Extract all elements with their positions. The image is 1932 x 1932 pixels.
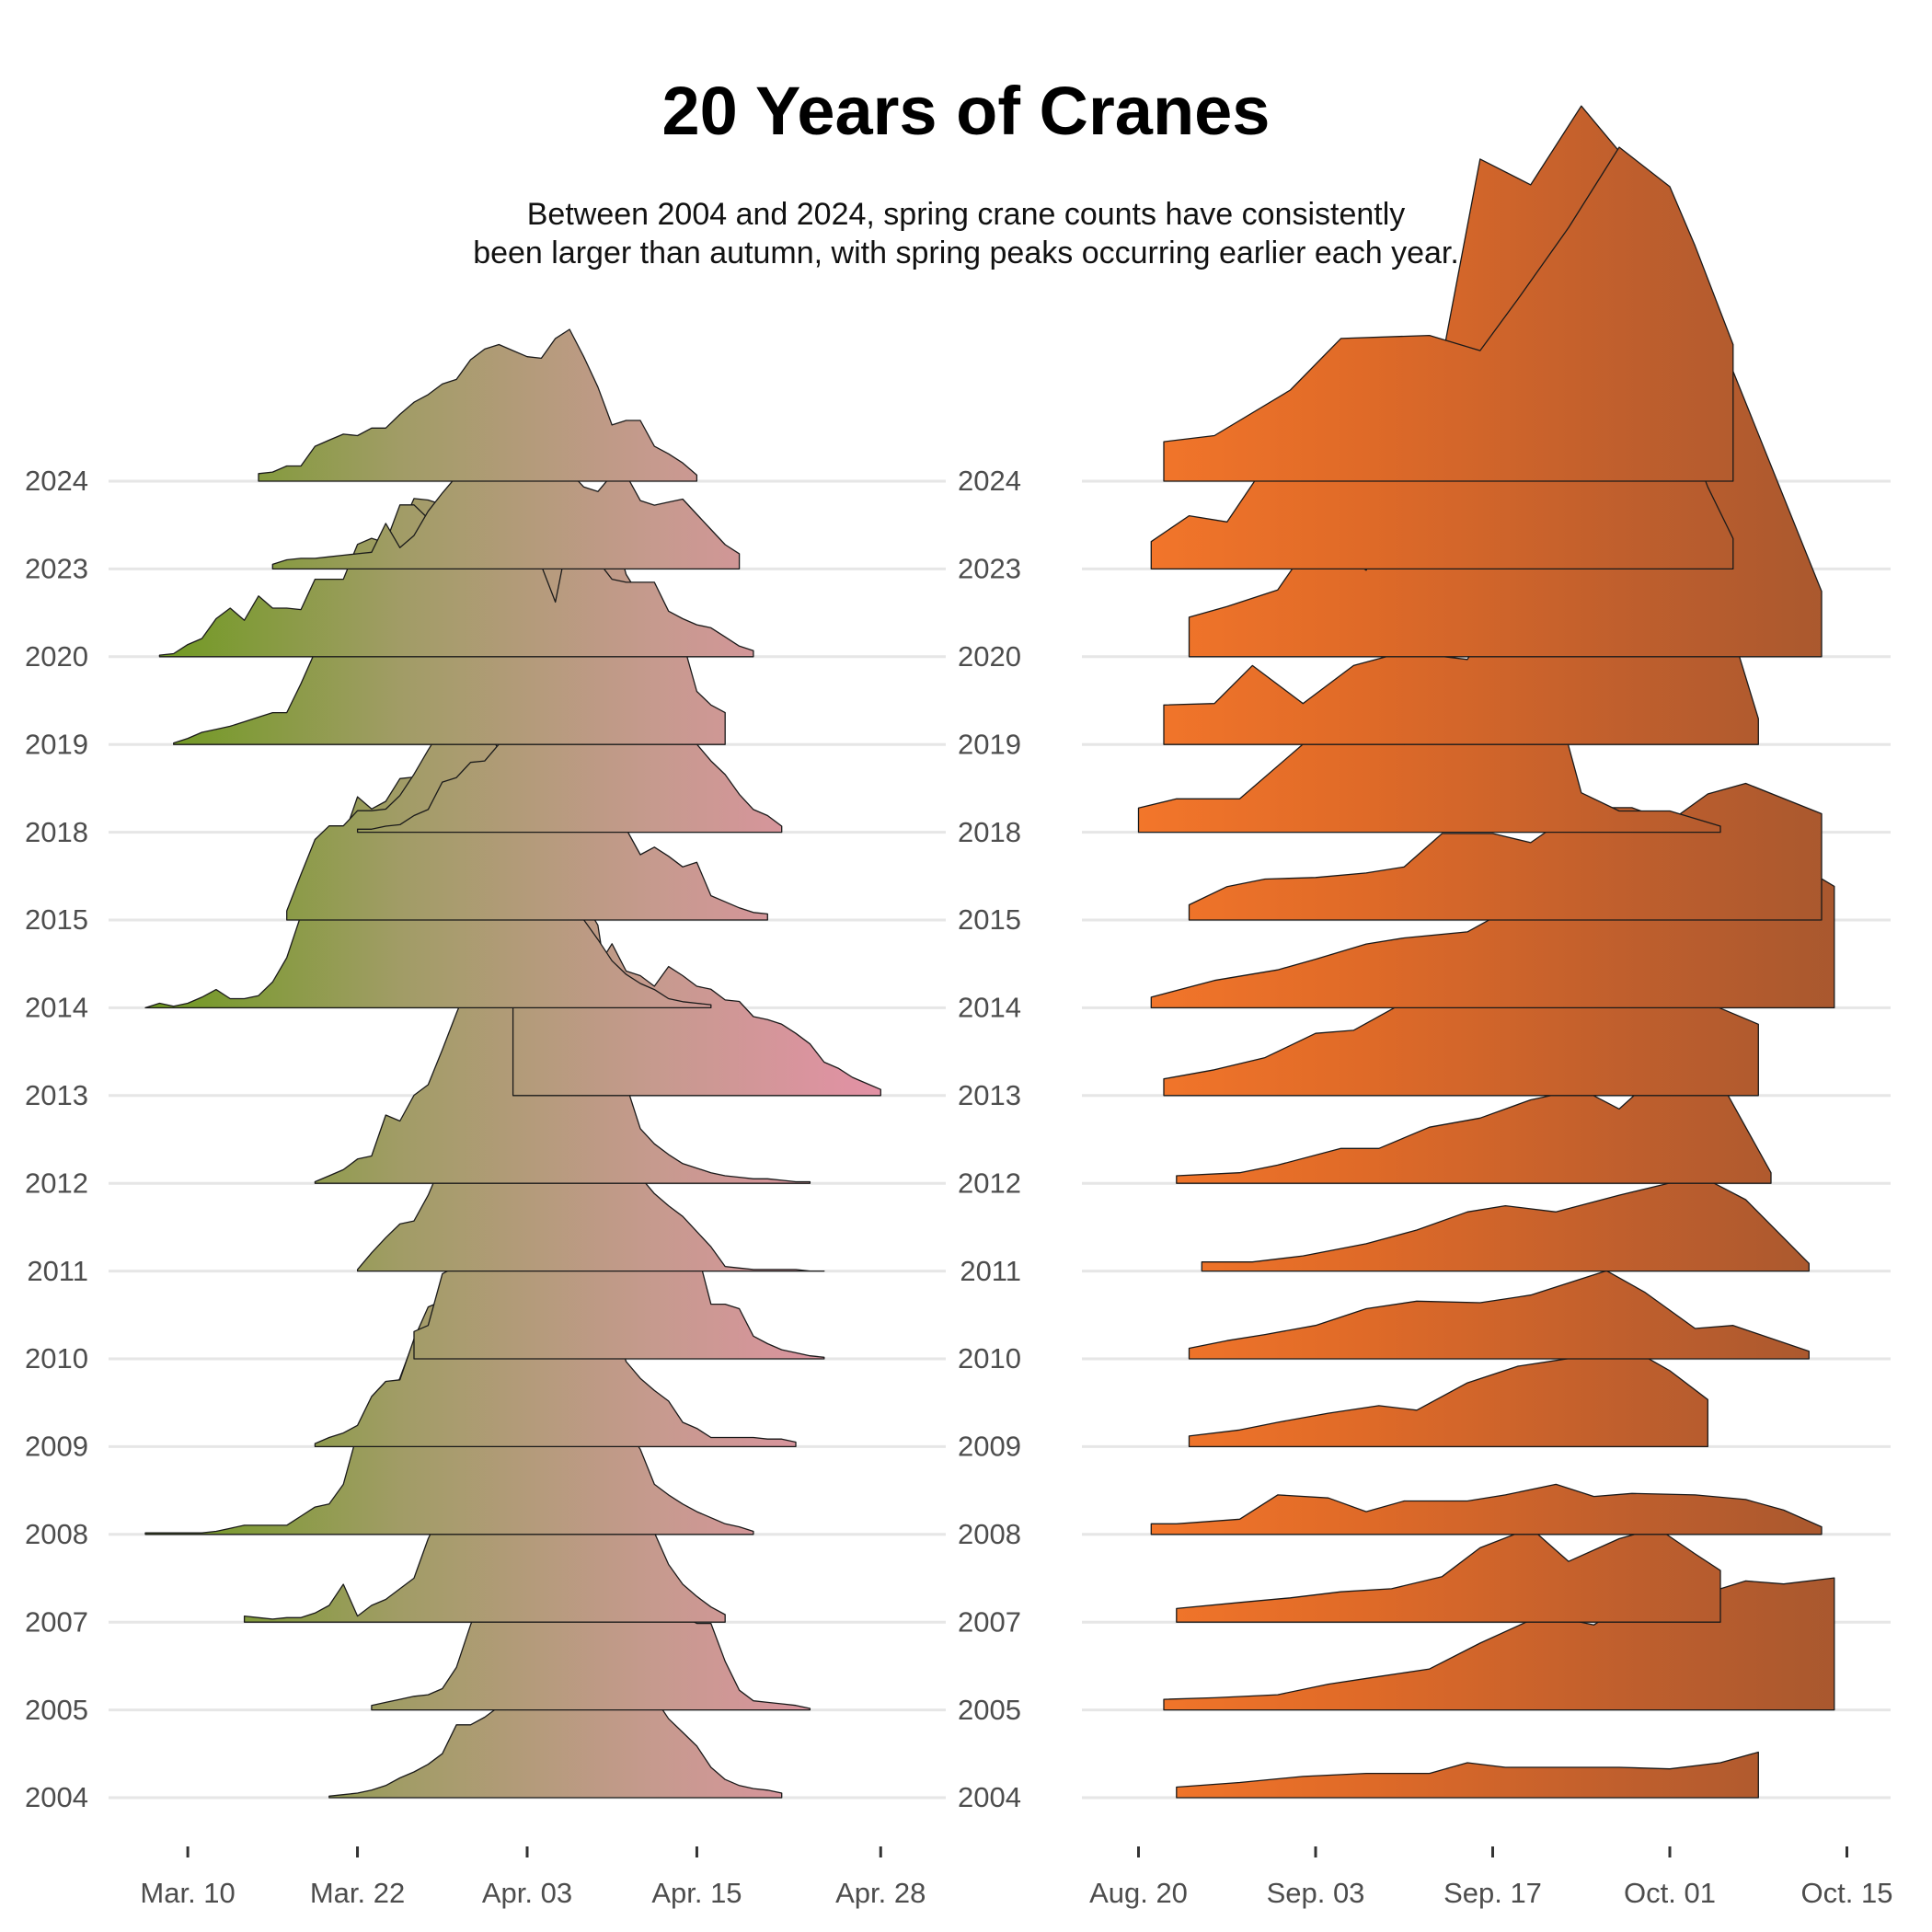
year-label-2008: 2008 bbox=[25, 1518, 88, 1550]
x-tick-label-spring-1: Mar. 22 bbox=[310, 1877, 405, 1909]
year-label-2013: 2013 bbox=[958, 1079, 1021, 1111]
year-label-2023: 2023 bbox=[25, 553, 88, 585]
autumn-panel: 2024 2023 2020 2019 2018 2015 2014 2013 2012 2011… bbox=[958, 105, 1893, 1909]
ridge-autumn-2004 bbox=[1176, 1751, 1759, 1799]
year-label-2005: 2005 bbox=[25, 1694, 88, 1726]
year-label-2007: 2007 bbox=[25, 1605, 88, 1638]
ridge-autumn-2010 bbox=[1188, 1270, 1810, 1360]
year-label-2024: 2024 bbox=[25, 465, 88, 497]
spring-panel: 2024 2023 2020 2019 2018 2015 2014 2013 2012 2011… bbox=[25, 328, 946, 1909]
year-label-2019: 2019 bbox=[958, 728, 1021, 760]
year-label-2015: 2015 bbox=[25, 903, 88, 936]
ridge-autumn-2007 bbox=[1176, 1527, 1721, 1623]
ridge-spring-2024 bbox=[258, 328, 698, 482]
year-label-2018: 2018 bbox=[25, 816, 88, 848]
year-label-2024: 2024 bbox=[958, 465, 1021, 497]
x-tick-label-spring-3: Apr. 15 bbox=[651, 1877, 742, 1909]
x-tick-label-autumn-2: Sep. 17 bbox=[1443, 1877, 1542, 1909]
year-label-2009: 2009 bbox=[25, 1431, 88, 1463]
year-label-2012: 2012 bbox=[958, 1167, 1021, 1199]
x-tick-label-autumn-3: Oct. 01 bbox=[1624, 1877, 1716, 1909]
ridge-autumn-2011 bbox=[1201, 1179, 1810, 1272]
year-label-2023: 2023 bbox=[958, 553, 1021, 585]
year-label-2005: 2005 bbox=[958, 1694, 1021, 1726]
year-label-2014: 2014 bbox=[958, 992, 1021, 1024]
year-label-2020: 2020 bbox=[958, 640, 1021, 673]
year-label-2011: 2011 bbox=[960, 1255, 1021, 1287]
x-tick-label-spring-0: Mar. 10 bbox=[140, 1877, 235, 1909]
year-label-2011: 2011 bbox=[27, 1255, 88, 1287]
year-label-2008: 2008 bbox=[958, 1518, 1021, 1550]
ridge-autumn-2024 bbox=[1163, 146, 1734, 482]
subtitle-line-2: been larger than autumn, with spring pea… bbox=[473, 236, 1459, 270]
chart-subtitle: Between 2004 and 2024, spring crane coun… bbox=[0, 195, 1932, 272]
year-label-2004: 2004 bbox=[25, 1781, 88, 1813]
x-tick-label-spring-4: Apr. 28 bbox=[835, 1877, 926, 1909]
subtitle-line-1: Between 2004 and 2024, spring crane coun… bbox=[526, 197, 1406, 232]
year-label-2010: 2010 bbox=[25, 1342, 88, 1374]
year-label-2004: 2004 bbox=[958, 1781, 1021, 1813]
year-label-2013: 2013 bbox=[25, 1079, 88, 1111]
x-tick-label-autumn-1: Sep. 03 bbox=[1267, 1877, 1365, 1909]
ridge-autumn-2012 bbox=[1176, 1063, 1772, 1184]
year-label-2007: 2007 bbox=[958, 1605, 1021, 1638]
year-label-2010: 2010 bbox=[958, 1342, 1021, 1374]
year-label-2014: 2014 bbox=[25, 992, 88, 1024]
chart-title: 20 Years of Cranes bbox=[661, 73, 1271, 149]
year-label-2015: 2015 bbox=[958, 903, 1021, 936]
x-tick-label-autumn-4: Oct. 15 bbox=[1801, 1877, 1893, 1909]
x-tick-label-autumn-0: Aug. 20 bbox=[1089, 1877, 1188, 1909]
year-label-2019: 2019 bbox=[25, 728, 88, 760]
year-label-2012: 2012 bbox=[25, 1167, 88, 1199]
ridge-autumn-2015 bbox=[1188, 782, 1823, 921]
year-label-2018: 2018 bbox=[958, 816, 1021, 848]
ridge-autumn-2008 bbox=[1150, 1483, 1823, 1535]
ridge-autumn-2009 bbox=[1188, 1340, 1708, 1448]
x-tick-label-spring-2: Apr. 03 bbox=[482, 1877, 572, 1909]
year-label-2020: 2020 bbox=[25, 640, 88, 673]
year-label-2009: 2009 bbox=[958, 1431, 1021, 1463]
